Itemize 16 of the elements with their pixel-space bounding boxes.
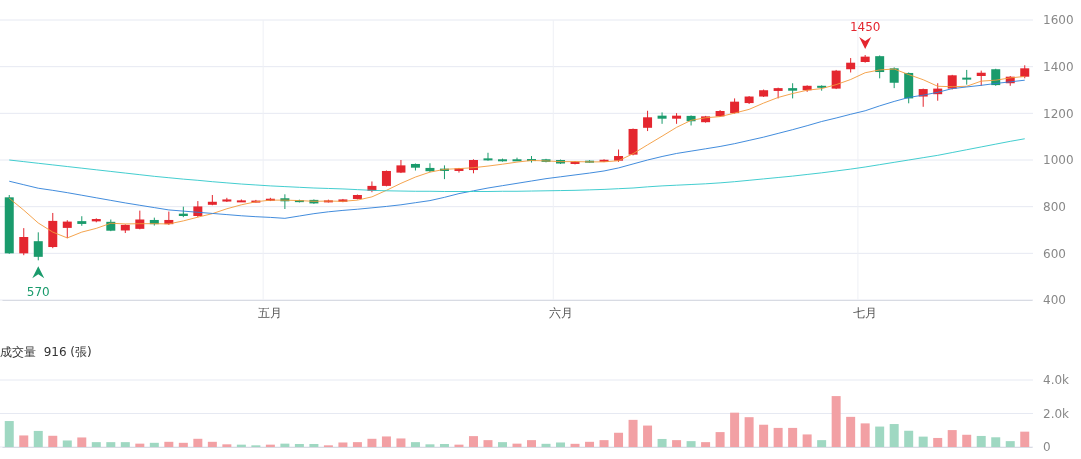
- y-tick-label: 1400: [1043, 60, 1074, 75]
- y-tick-label: 2.0k: [1043, 406, 1070, 421]
- y-tick-label: 0: [1043, 440, 1051, 455]
- y-tick-label: 1000: [1043, 153, 1074, 168]
- y-tick-label: 400: [1043, 293, 1066, 308]
- y-tick-label: 800: [1043, 200, 1066, 215]
- x-tick-label: 七月: [853, 306, 878, 321]
- y-tick-label: 1200: [1043, 106, 1074, 121]
- chart-title: 成交量 916 (張): [0, 345, 92, 359]
- y-tick-label: 600: [1043, 246, 1066, 261]
- annotation: 1450: [849, 20, 881, 34]
- y-tick-label: 4.0k: [1043, 373, 1070, 388]
- x-tick-label: 五月: [258, 306, 283, 321]
- y-tick-label: 1600: [1043, 13, 1074, 28]
- annotation: 570: [26, 285, 50, 300]
- x-tick-label: 六月: [548, 306, 573, 321]
